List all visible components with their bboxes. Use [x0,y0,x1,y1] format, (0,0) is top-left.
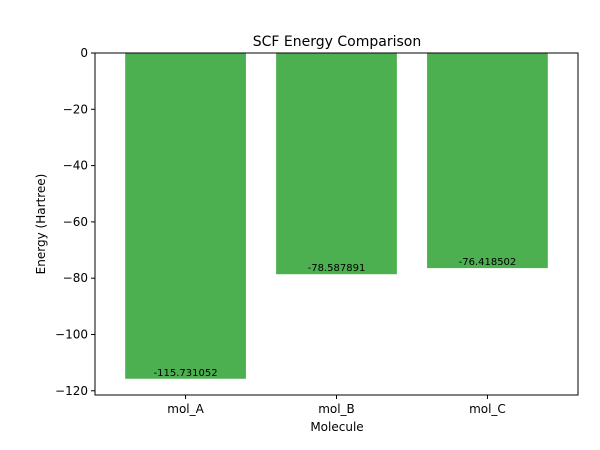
y-tick-label: 0 [80,46,88,60]
chart-title: SCF Energy Comparison [253,34,421,50]
bar-mol_B [276,53,397,275]
y-axis-label: Energy (Hartree) [34,174,48,275]
y-tick-label: −40 [63,159,88,173]
y-tick-label: −80 [63,271,88,285]
x-tick-label: mol_C [469,402,506,416]
x-axis-label: Molecule [310,420,363,434]
y-tick-label: −100 [55,327,88,341]
data-labels-layer: -115.731052 -78.587891 -76.418502 [154,257,517,379]
x-axis: mol_A mol_B mol_C [167,395,506,416]
x-tick-label: mol_A [167,402,204,416]
y-axis: 0 −20 −40 −60 −80 −100 −120 [55,46,95,398]
data-label-mol_B: -78.587891 [308,263,366,274]
bar-mol_C [427,53,548,269]
y-tick-label: −20 [63,102,88,116]
y-tick-label: −120 [55,384,88,398]
bars-layer [125,53,548,379]
bar-mol_A [125,53,246,379]
y-tick-label: −60 [63,215,88,229]
data-label-mol_A: -115.731052 [154,368,218,379]
data-label-mol_C: -76.418502 [459,257,517,268]
x-tick-label: mol_B [318,402,355,416]
